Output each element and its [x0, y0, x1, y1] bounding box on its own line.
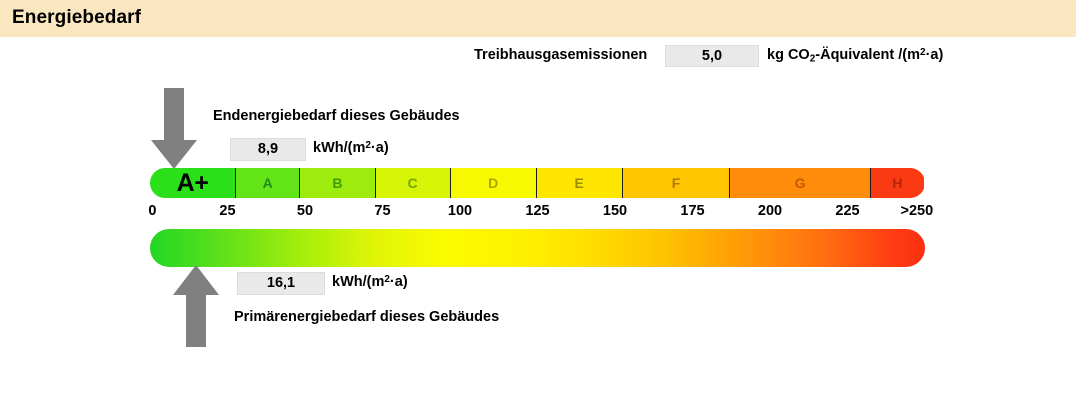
arrow-up-icon	[173, 265, 219, 347]
energy-class-label: D	[488, 175, 499, 191]
scale-tick-label: 75	[374, 203, 391, 219]
end-energy-caption: Endenergiebedarf dieses Gebäudes	[213, 108, 460, 124]
energy-class-label: H	[892, 175, 903, 191]
greenhouse-gas-label: Treibhausgasemissionen	[474, 47, 648, 63]
energy-class-segment-b: B	[300, 168, 376, 198]
scale-tick-label: >250	[900, 203, 934, 219]
energy-class-label: C	[407, 175, 418, 191]
primary-energy-unit-superscript: 2	[384, 274, 390, 285]
ghg-unit-mid: -Äquivalent /(m	[815, 47, 920, 64]
scale-tick-row: 0 25 50 75 100 125 150 175 200 225 >250	[145, 203, 935, 223]
energy-class-segment-d: D	[450, 168, 537, 198]
scale-tick-label: 200	[757, 203, 783, 219]
ghg-unit-superscript: 2	[920, 47, 926, 58]
scale-tick-label: 225	[835, 203, 860, 219]
energy-class-segment-h: H	[870, 168, 925, 198]
ghg-unit-suffix: ·a)	[925, 47, 944, 64]
primary-energy-value: 16,1	[237, 272, 325, 295]
energy-class-segment-a: A	[236, 168, 301, 198]
scale-tick-label: 50	[296, 203, 314, 219]
primary-energy-unit: kWh/(m2·a)	[332, 274, 408, 290]
primary-energy-unit-suffix: ·a)	[389, 274, 408, 291]
energy-class-label: E	[574, 175, 584, 191]
energy-class-label: A+	[176, 168, 209, 197]
energy-class-segment-e: E	[536, 168, 623, 198]
scale-tick-label: 0	[148, 203, 157, 219]
end-energy-unit: kWh/(m2·a)	[313, 140, 389, 156]
greenhouse-gas-row: Treibhausgasemissionen 5,0 kg CO2-Äquiva…	[0, 45, 1076, 69]
end-energy-unit-suffix: ·a)	[370, 140, 389, 157]
energy-class-segment-aplus: A+	[150, 168, 237, 198]
page-title: Energiebedarf	[12, 7, 142, 28]
scale-tick-label: 25	[219, 203, 236, 219]
greenhouse-gas-value: 5,0	[665, 45, 759, 67]
scale-tick-label: 175	[680, 203, 705, 219]
energy-class-segment-f: F	[622, 168, 731, 198]
ghg-unit-subscript: 2	[809, 53, 816, 65]
greenhouse-gas-unit: kg CO2-Äquivalent /(m2·a)	[767, 47, 943, 64]
end-energy-value: 8,9	[230, 138, 306, 161]
scale-tick-label: 150	[602, 203, 628, 219]
page-header-band: Energiebedarf	[0, 0, 1076, 37]
ghg-unit-prefix: kg CO	[767, 47, 810, 64]
arrow-down-icon	[151, 88, 197, 169]
end-energy-unit-prefix: kWh/(m	[313, 140, 366, 157]
primary-energy-unit-prefix: kWh/(m	[332, 274, 385, 291]
energy-class-segment-c: C	[375, 168, 451, 198]
energy-class-bar: A+ A B C D E F G H	[150, 168, 925, 198]
energy-class-label: A	[262, 175, 273, 191]
primary-energy-gradient-bar	[150, 229, 925, 267]
energy-class-label: B	[332, 175, 343, 191]
scale-tick-label: 125	[525, 203, 550, 219]
primary-energy-caption: Primärenergiebedarf dieses Gebäudes	[234, 309, 500, 325]
energy-class-label: G	[794, 175, 806, 191]
energy-class-label: F	[671, 175, 681, 191]
energy-class-segment-g: G	[730, 168, 871, 198]
end-energy-unit-superscript: 2	[365, 140, 371, 151]
scale-tick-label: 100	[447, 203, 473, 219]
